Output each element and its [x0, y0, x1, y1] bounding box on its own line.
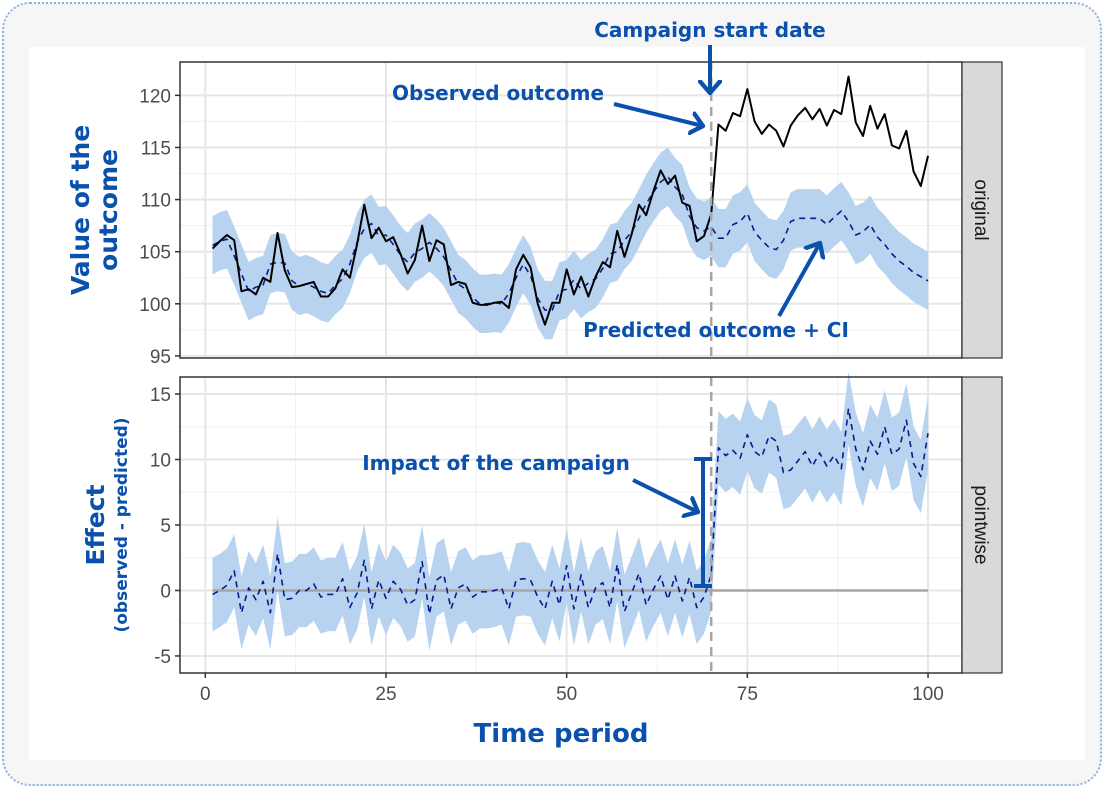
y-tick-label: 5	[160, 516, 171, 537]
y-axis-title-bottom: Effect	[81, 484, 110, 565]
x-tick-label: 50	[556, 684, 577, 705]
y-axis-subtitle-bottom: (observed - predicted)	[112, 417, 132, 632]
observed-outcome-line	[211, 75, 930, 326]
y-tick-label: 95	[150, 347, 171, 368]
annotation-campaign-start: Campaign start date	[594, 18, 825, 42]
y-tick-label: 105	[139, 243, 171, 264]
strip-label-original: original	[970, 179, 991, 240]
x-tick-label: 75	[737, 684, 758, 705]
pointwise-effect-line	[212, 407, 929, 615]
strip-pointwise	[961, 376, 1003, 674]
y-tick-label: 15	[150, 385, 171, 406]
strip-label-pointwise: pointwise	[970, 485, 991, 564]
y-tick-label: 120	[139, 86, 171, 107]
y-tick-label: -5	[154, 647, 171, 668]
y-tick-label: 110	[141, 191, 171, 212]
x-tick-label: 0	[200, 684, 211, 705]
y-axis-title-top-line1: Value of the	[66, 125, 95, 295]
strip-original	[961, 61, 1003, 359]
annotation-observed: Observed outcome	[392, 81, 604, 105]
y-tick-label: 100	[139, 295, 171, 316]
arrow-impact	[632, 478, 698, 512]
prediction-ci-band	[212, 147, 929, 340]
arrow-predicted	[777, 243, 820, 317]
y-tick-label: 0	[160, 581, 171, 602]
x-tick-label: 25	[375, 684, 396, 705]
effect-ci-band	[212, 371, 929, 651]
impact-bracket	[694, 457, 712, 588]
y-tick-label: 10	[150, 451, 171, 472]
arrow-observed	[613, 102, 703, 126]
annotation-impact: Impact of the campaign	[362, 451, 630, 475]
y-tick-label: 115	[141, 138, 171, 159]
y-axis-title-top-line2: outcome	[94, 149, 123, 271]
annotation-predicted: Predicted outcome + CI	[583, 318, 849, 342]
x-axis-title: Time period	[474, 719, 649, 749]
x-tick-label: 100	[912, 684, 944, 705]
